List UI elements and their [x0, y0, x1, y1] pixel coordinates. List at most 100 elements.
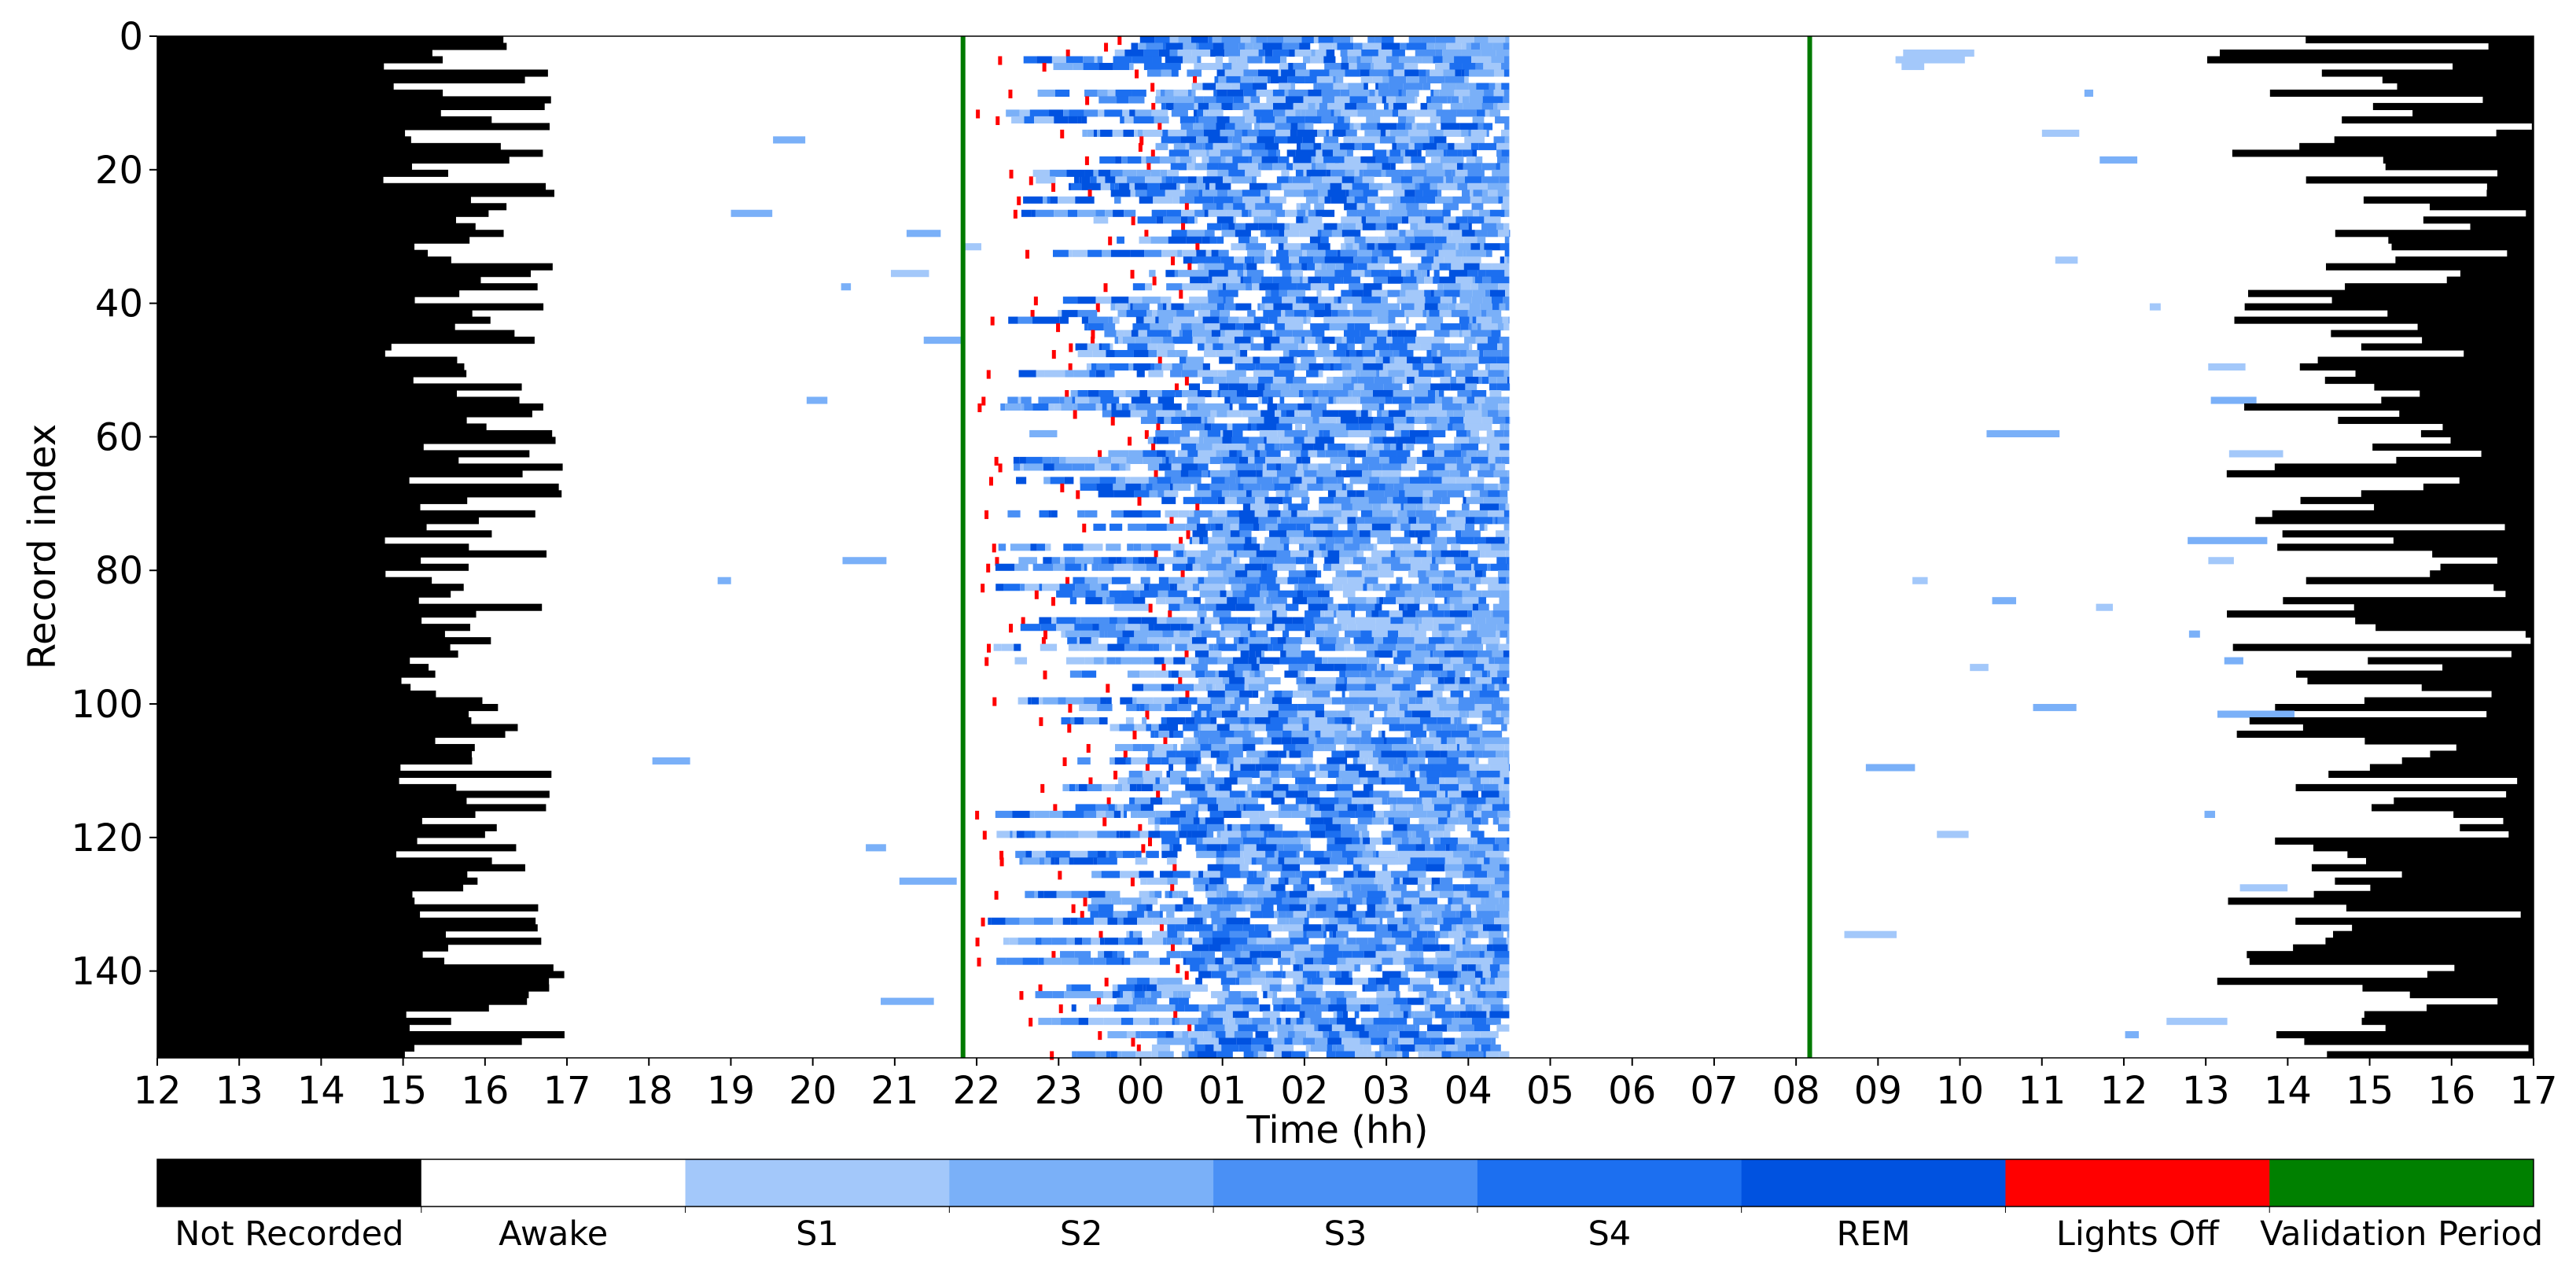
- sleep-stage-segment: [1475, 677, 1492, 685]
- sleep-stage-segment: [1314, 350, 1334, 358]
- sleep-stage-segment: [1445, 871, 1463, 879]
- not-recorded-segment: [2374, 383, 2534, 391]
- sleep-stage-segment: [1151, 209, 1167, 217]
- not-recorded-segment: [157, 496, 468, 504]
- sleep-stage-segment: [1087, 343, 1099, 351]
- sleep-stage-segment: [1286, 603, 1292, 611]
- sleep-stage-segment: [1000, 403, 1006, 411]
- sleep-stage-segment: [1450, 102, 1463, 110]
- sleep-stage-segment: [1187, 396, 1205, 404]
- sleep-stage-segment: [1455, 570, 1475, 578]
- sleep-stage-segment: [1369, 182, 1383, 190]
- sleep-stage-segment: [1336, 637, 1341, 645]
- sleep-stage-segment: [1456, 463, 1472, 471]
- sleep-stage-segment: [1147, 757, 1161, 765]
- sleep-stage-segment: [1293, 62, 1306, 71]
- sleep-stage-segment: [1387, 289, 1400, 297]
- sleep-stage-segment: [1246, 750, 1265, 758]
- sleep-stage-segment: [1378, 697, 1396, 705]
- sleep-stage-segment: [1360, 510, 1373, 518]
- sleep-stage-segment: [1301, 750, 1309, 758]
- sleep-stage-segment: [1192, 337, 1206, 344]
- sleep-stage-segment: [1159, 182, 1177, 190]
- sleep-stage-segment: [1447, 597, 1450, 605]
- sleep-stage-segment: [1156, 89, 1161, 98]
- sleep-stage-segment: [1342, 584, 1363, 591]
- sleep-stage-segment: [1452, 584, 1470, 591]
- sleep-stage-segment: [1304, 470, 1317, 477]
- sleep-stage-segment: [1128, 911, 1144, 919]
- sleep-stage-segment: [1378, 884, 1384, 892]
- sleep-stage-segment: [1320, 142, 1341, 150]
- sleep-stage-segment: [1099, 630, 1105, 638]
- sleep-stage-segment: [1409, 429, 1430, 438]
- sleep-stage-segment: [2204, 810, 2216, 818]
- sleep-stage-segment: [1198, 930, 1213, 938]
- not-recorded-segment: [2525, 630, 2534, 638]
- sleep-stage-segment: [1441, 770, 1457, 779]
- sleep-stage-segment: [1229, 116, 1246, 123]
- not-recorded-segment: [157, 490, 562, 498]
- sleep-stage-segment: [1335, 683, 1347, 691]
- record-row: [157, 503, 2534, 513]
- sleep-stage-segment: [1134, 129, 1138, 137]
- sleep-stage-segment: [1260, 670, 1265, 678]
- sleep-stage-segment: [1234, 730, 1251, 739]
- sleep-stage-segment: [1171, 670, 1179, 678]
- sleep-stage-segment: [1134, 630, 1149, 638]
- sleep-stage-segment: [1348, 56, 1357, 64]
- sleep-stage-segment: [1224, 717, 1241, 725]
- not-recorded-segment: [2282, 530, 2534, 538]
- sleep-stage-segment: [1431, 343, 1451, 351]
- sleep-stage-segment: [1448, 790, 1462, 798]
- sleep-stage-segment: [1431, 670, 1441, 678]
- sleep-stage-segment: [1272, 330, 1276, 337]
- not-recorded-segment: [157, 316, 491, 324]
- sleep-stage-segment: [1324, 62, 1341, 71]
- sleep-stage-segment: [1451, 310, 1468, 318]
- record-row: [157, 764, 2534, 773]
- sleep-stage-segment: [1115, 176, 1128, 184]
- not-recorded-segment: [157, 804, 546, 812]
- not-recorded-segment: [157, 697, 483, 705]
- sleep-stage-segment: [1419, 203, 1427, 211]
- sleep-stage-segment: [1244, 256, 1252, 264]
- sleep-stage-segment: [1501, 456, 1510, 464]
- sleep-stage-segment: [1433, 624, 1439, 632]
- sleep-stage-segment: [1503, 510, 1510, 518]
- sleep-stage-segment: [1136, 783, 1142, 791]
- sleep-stage-segment: [1124, 938, 1138, 945]
- sleep-stage-segment: [1173, 89, 1188, 98]
- sleep-stage-segment: [1404, 62, 1419, 71]
- sleep-stage-segment: [1474, 871, 1488, 879]
- sleep-stage-segment: [1233, 196, 1243, 204]
- sleep-stage-segment: [1292, 597, 1308, 605]
- sleep-stage-segment: [1433, 603, 1438, 611]
- sleep-stage-segment: [1415, 337, 1433, 344]
- sleep-stage-segment: [1276, 904, 1290, 912]
- sleep-stage-segment: [1105, 209, 1113, 217]
- sleep-stage-segment: [1082, 938, 1091, 945]
- sleep-stage-segment: [1209, 737, 1226, 745]
- sleep-stage-segment: [1176, 550, 1184, 558]
- sleep-stage-segment: [1264, 750, 1268, 758]
- sleep-stage-segment: [1175, 389, 1183, 398]
- sleep-stage-segment: [1049, 810, 1063, 818]
- sleep-stage-segment: [1295, 743, 1314, 752]
- sleep-stage-segment: [1227, 270, 1238, 278]
- sleep-stage-segment: [1342, 951, 1352, 959]
- sleep-stage-segment: [1472, 837, 1478, 845]
- not-recorded-segment: [2321, 69, 2534, 77]
- sleep-stage-segment: [1334, 610, 1337, 618]
- record-row: [157, 790, 2534, 800]
- not-recorded-segment: [2299, 142, 2534, 150]
- sleep-stage-segment: [1044, 543, 1051, 551]
- sleep-stage-segment: [1230, 523, 1239, 531]
- sleep-stage-segment: [1150, 363, 1155, 371]
- not-recorded-segment: [2382, 76, 2534, 84]
- sleep-stage-segment: [1359, 530, 1371, 538]
- sleep-stage-segment: [1390, 563, 1411, 571]
- sleep-stage-segment: [1220, 156, 1226, 164]
- sleep-stage-segment: [1167, 330, 1172, 337]
- sleep-stage-segment: [1190, 797, 1198, 805]
